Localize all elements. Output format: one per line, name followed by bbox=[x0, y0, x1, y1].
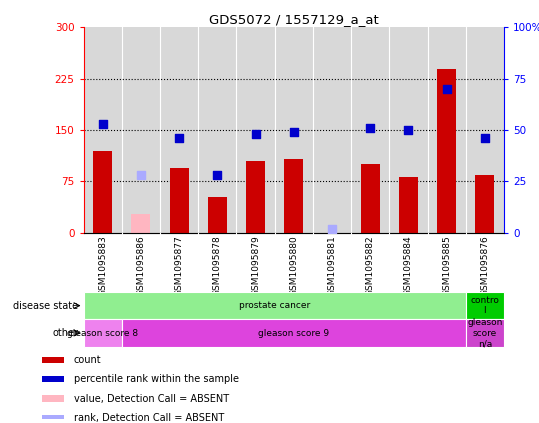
Point bbox=[251, 131, 260, 137]
Text: GSM1095882: GSM1095882 bbox=[365, 236, 375, 296]
Bar bbox=[475, 175, 494, 233]
Point bbox=[289, 129, 298, 135]
Text: GSM1095883: GSM1095883 bbox=[98, 236, 107, 297]
Text: gleason score 9: gleason score 9 bbox=[258, 329, 329, 338]
Point bbox=[328, 225, 336, 232]
Point bbox=[481, 135, 489, 142]
Point bbox=[443, 86, 451, 93]
Bar bbox=[208, 197, 227, 233]
Text: other: other bbox=[52, 328, 78, 338]
Point bbox=[98, 121, 107, 127]
Bar bbox=[42, 376, 65, 382]
Text: gleason score 8: gleason score 8 bbox=[67, 329, 138, 338]
Bar bbox=[42, 396, 65, 402]
Bar bbox=[361, 164, 380, 233]
Text: GSM1095877: GSM1095877 bbox=[175, 236, 184, 297]
Text: GSM1095881: GSM1095881 bbox=[328, 236, 336, 297]
Bar bbox=[284, 159, 303, 233]
Bar bbox=[437, 69, 456, 233]
Text: percentile rank within the sample: percentile rank within the sample bbox=[74, 374, 239, 384]
Bar bbox=[399, 176, 418, 233]
Text: disease state: disease state bbox=[13, 301, 78, 310]
Bar bbox=[42, 357, 65, 363]
Point bbox=[136, 172, 145, 179]
Text: GSM1095885: GSM1095885 bbox=[442, 236, 451, 297]
Text: GSM1095876: GSM1095876 bbox=[480, 236, 489, 297]
Text: GSM1095879: GSM1095879 bbox=[251, 236, 260, 297]
Text: contro
l: contro l bbox=[471, 296, 499, 315]
Text: value, Detection Call = ABSENT: value, Detection Call = ABSENT bbox=[74, 394, 229, 404]
Bar bbox=[170, 168, 189, 233]
Bar bbox=[466, 319, 504, 347]
Title: GDS5072 / 1557129_a_at: GDS5072 / 1557129_a_at bbox=[209, 14, 378, 26]
Point bbox=[404, 127, 413, 134]
Text: gleason
score
n/a: gleason score n/a bbox=[467, 318, 502, 348]
Point bbox=[213, 172, 222, 179]
Text: prostate cancer: prostate cancer bbox=[239, 301, 310, 310]
Bar bbox=[84, 319, 122, 347]
Text: GSM1095884: GSM1095884 bbox=[404, 236, 413, 296]
Text: rank, Detection Call = ABSENT: rank, Detection Call = ABSENT bbox=[74, 413, 224, 423]
Bar bbox=[42, 415, 65, 421]
Text: GSM1095880: GSM1095880 bbox=[289, 236, 298, 297]
Bar bbox=[132, 214, 150, 233]
Bar bbox=[466, 292, 504, 319]
Bar bbox=[246, 161, 265, 233]
Bar bbox=[93, 151, 112, 233]
Point bbox=[366, 125, 375, 132]
Point bbox=[175, 135, 183, 142]
Bar bbox=[122, 319, 466, 347]
Text: GSM1095878: GSM1095878 bbox=[213, 236, 222, 297]
Text: count: count bbox=[74, 355, 101, 365]
Text: GSM1095886: GSM1095886 bbox=[136, 236, 146, 297]
